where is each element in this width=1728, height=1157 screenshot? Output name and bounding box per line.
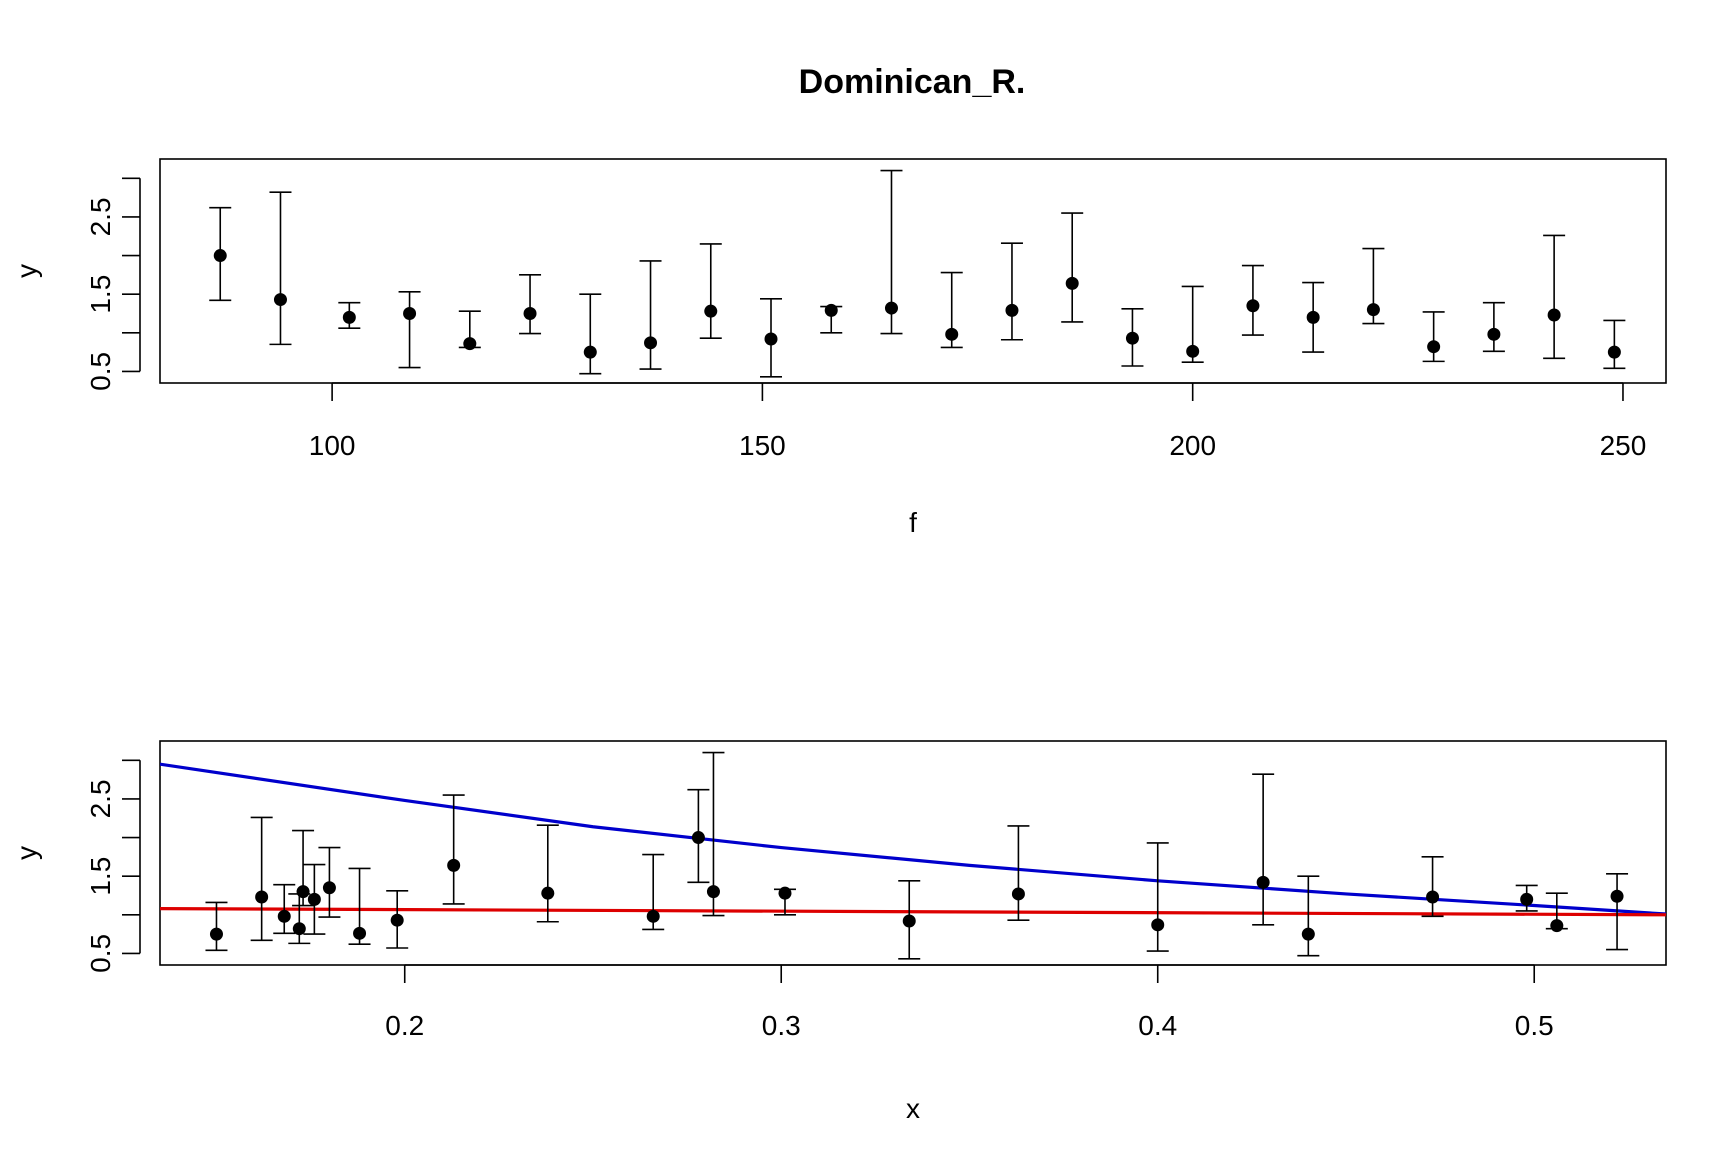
- data-point: [1427, 340, 1441, 354]
- data-point: [1610, 889, 1624, 903]
- data-point: [322, 881, 336, 895]
- y-tick-label: 2.5: [85, 197, 116, 236]
- x-tick-label: 0.4: [1138, 1010, 1177, 1041]
- chart-title: Dominican_R.: [799, 63, 1026, 101]
- plot-frame: [159, 158, 1667, 384]
- data-point: [1246, 299, 1260, 313]
- data-point: [292, 922, 306, 936]
- x-tick-label: 150: [739, 430, 786, 461]
- data-point: [778, 886, 792, 900]
- data-point: [1366, 303, 1380, 317]
- data-point: [1125, 331, 1139, 345]
- data-point: [1011, 887, 1025, 901]
- y-tick-label: 0.5: [85, 934, 116, 973]
- fit-line-red: [160, 907, 1666, 917]
- data-point: [1301, 927, 1315, 941]
- data-point: [1607, 345, 1621, 359]
- data-point: [273, 293, 287, 307]
- top-panel: 100 150 200 250 0.5 1.5 2.5 f y: [11, 158, 1667, 538]
- data-point: [277, 909, 291, 923]
- data-layer: [209, 169, 1626, 378]
- data-point: [824, 303, 838, 317]
- data-point: [764, 332, 778, 346]
- data-layer: [160, 751, 1666, 960]
- data-point: [353, 926, 367, 940]
- data-point: [307, 892, 321, 906]
- data-point: [255, 890, 269, 904]
- data-point: [1005, 303, 1019, 317]
- data-point: [463, 337, 477, 351]
- data-point: [1547, 308, 1561, 322]
- x-tick-label: 0.3: [762, 1010, 801, 1041]
- x-tick-label: 0.5: [1515, 1010, 1554, 1041]
- data-point: [644, 336, 658, 350]
- data-point: [1256, 875, 1270, 889]
- data-point: [209, 927, 223, 941]
- y-tick-label: 2.5: [85, 779, 116, 818]
- bottom-panel: 0.2 0.3 0.4 0.5 0.5 1.5 2.5 x y: [11, 740, 1667, 1124]
- x-tick-label: 100: [309, 430, 356, 461]
- data-point: [902, 914, 916, 928]
- y-tick-label: 0.5: [85, 352, 116, 391]
- data-point: [1426, 890, 1440, 904]
- data-point: [541, 886, 555, 900]
- y-axis-title: y: [11, 264, 42, 278]
- x-axis-title: f: [909, 507, 917, 538]
- data-point: [884, 301, 898, 315]
- data-point: [706, 885, 720, 899]
- x-tick-label: 250: [1600, 430, 1647, 461]
- data-point: [646, 909, 660, 923]
- data-point: [1151, 918, 1165, 932]
- y-tick-label: 1.5: [85, 857, 116, 896]
- data-point: [447, 858, 461, 872]
- data-point: [583, 345, 597, 359]
- data-point: [403, 306, 417, 320]
- data-point: [1065, 276, 1079, 290]
- data-point: [691, 831, 705, 845]
- x-axis-title: x: [906, 1093, 920, 1124]
- plot-frame: [159, 740, 1667, 966]
- x-tick-label: 200: [1169, 430, 1216, 461]
- data-point: [1186, 344, 1200, 358]
- data-point: [213, 249, 227, 263]
- data-point: [1520, 892, 1534, 906]
- data-point: [1550, 919, 1564, 933]
- y-tick-label: 1.5: [85, 275, 116, 314]
- data-point: [945, 327, 959, 341]
- x-tick-label: 0.2: [385, 1010, 424, 1041]
- y-axis-title: y: [11, 846, 42, 860]
- data-point: [1306, 310, 1320, 324]
- fit-line-blue: [160, 762, 1666, 916]
- data-point: [390, 913, 404, 927]
- data-point: [704, 304, 718, 318]
- data-point: [296, 885, 310, 899]
- data-point: [523, 306, 537, 320]
- data-point: [1487, 327, 1501, 341]
- data-point: [342, 310, 356, 324]
